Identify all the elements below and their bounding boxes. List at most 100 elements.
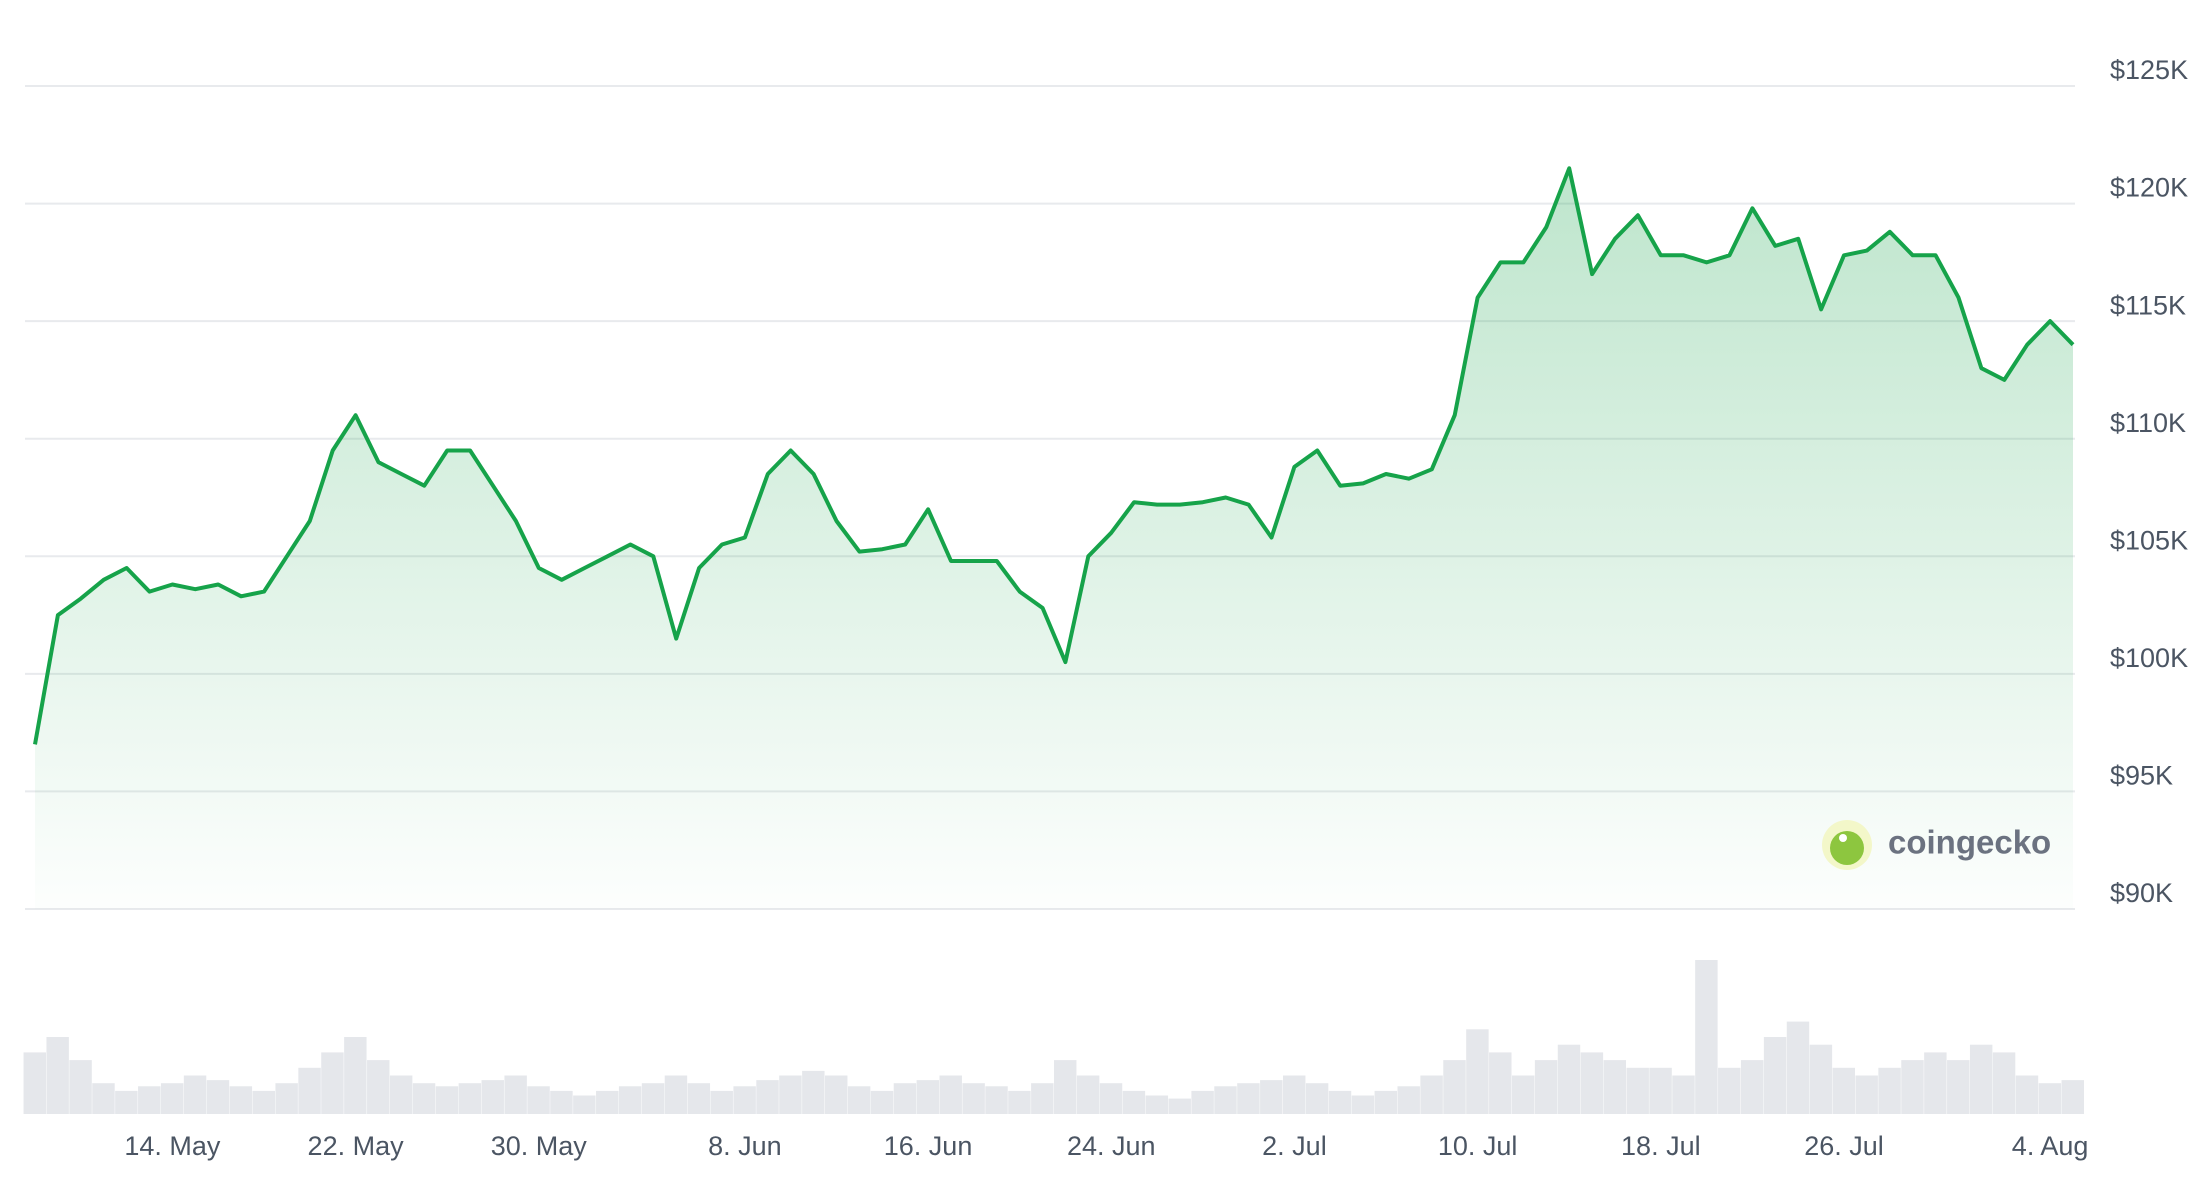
volume-bar (756, 1080, 779, 1114)
volume-bar (802, 1070, 825, 1114)
volume-bar (1672, 1075, 1695, 1114)
volume-bar (275, 1083, 298, 1114)
volume-bar (1305, 1083, 1329, 1114)
volume-bar (893, 1083, 917, 1114)
volume-bar (344, 1037, 367, 1114)
x-tick-label: 14. May (124, 1131, 221, 1161)
volume-bar (733, 1086, 756, 1114)
volume-bar (825, 1075, 848, 1114)
volume-bar (1695, 960, 1718, 1114)
x-tick-label: 22. May (308, 1131, 405, 1161)
volume-bar (1969, 1044, 1993, 1114)
volume-bar (1214, 1086, 1237, 1114)
volume-bar (2038, 1083, 2062, 1114)
y-tick-label: $105K (2110, 525, 2188, 555)
x-tick-label: 2. Jul (1262, 1131, 1327, 1161)
volume-bar (1557, 1044, 1581, 1114)
volume-bar (1580, 1052, 1604, 1114)
volume-bar (160, 1083, 184, 1114)
volume-bar (985, 1086, 1008, 1114)
volume-bar (1763, 1037, 1787, 1114)
volume-bar (1099, 1083, 1123, 1114)
volume-bar (1511, 1075, 1535, 1114)
y-tick-label: $120K (2110, 173, 2188, 203)
volume-bar (69, 1060, 92, 1114)
volume-bar (1191, 1090, 1214, 1114)
price-line (33, 166, 2075, 745)
volume-bar (550, 1090, 573, 1114)
volume-bar (1145, 1095, 1169, 1114)
volume-bar (92, 1083, 115, 1114)
volume-bar (1832, 1067, 1856, 1114)
volume-bar (206, 1080, 230, 1114)
volume-bar (664, 1075, 688, 1114)
volume-bar (870, 1090, 894, 1114)
volume-bar (1397, 1086, 1420, 1114)
volume-bar (367, 1060, 390, 1114)
volume-bar (1076, 1075, 1100, 1114)
volume-bar (710, 1090, 733, 1114)
volume-bar (1809, 1044, 1833, 1114)
volume-bar (1351, 1095, 1375, 1114)
volume-bar (939, 1075, 962, 1114)
volume-bar (1534, 1060, 1558, 1114)
volume-bar (573, 1095, 596, 1114)
volume-bar (1718, 1067, 1741, 1114)
volume-bar (1031, 1083, 1054, 1114)
plot: $90K $95K $100K $105K $110K $115K $120K $125K 14… (23, 55, 2188, 1161)
volume-bar (1260, 1080, 1283, 1114)
volume-bar (916, 1080, 940, 1114)
y-tick-label: $100K (2110, 643, 2188, 673)
volume-bar (1740, 1060, 1764, 1114)
volume-bar (2061, 1080, 2084, 1114)
volume-bar (412, 1083, 436, 1114)
volume-bar (229, 1086, 253, 1114)
x-tick-label: 8. Jun (708, 1131, 782, 1161)
volume-bar (138, 1086, 161, 1114)
volume-bar (1168, 1098, 1191, 1114)
y-tick-label: $95K (2110, 761, 2173, 791)
volume-bar (2015, 1075, 2039, 1114)
logo-eye (1839, 834, 1847, 842)
x-tick-label: 4. Aug (2012, 1131, 2089, 1161)
volume-bar (1649, 1067, 1672, 1114)
volume-bar (1878, 1067, 1901, 1114)
x-tick-label: 16. Jun (884, 1131, 973, 1161)
volume-bar (1237, 1083, 1260, 1114)
volume-bar (46, 1037, 69, 1114)
volume-bar (687, 1083, 711, 1114)
volume-bar (1992, 1052, 2016, 1114)
y-tick-label: $125K (2110, 55, 2188, 85)
volume-bar (183, 1075, 207, 1114)
volume-bar (596, 1090, 619, 1114)
volume-bar (779, 1075, 802, 1114)
volume-bar (1626, 1067, 1649, 1114)
x-tick-label: 18. Jul (1621, 1131, 1701, 1161)
volume-bar (1328, 1090, 1352, 1114)
volume-bar (252, 1090, 275, 1114)
volume-bar (1008, 1090, 1031, 1114)
volume-bar (115, 1090, 138, 1114)
volume-bar (1924, 1052, 1947, 1114)
volume-bar (1855, 1075, 1878, 1114)
volume-bar (1374, 1090, 1398, 1114)
volume-bar (458, 1083, 482, 1114)
volume-bar (1443, 1060, 1466, 1114)
volume-bar (1122, 1090, 1146, 1114)
watermark-text: coingecko (1888, 824, 2051, 861)
volume-bar (527, 1086, 550, 1114)
y-tick-label: $90K (2110, 878, 2173, 908)
volume-bar (1901, 1060, 1924, 1114)
logo-body (1830, 831, 1864, 865)
volume-bar (321, 1052, 344, 1114)
x-tick-label: 10. Jul (1438, 1131, 1518, 1161)
volume-bar (641, 1083, 665, 1114)
volume-bar (1786, 1021, 1810, 1114)
volume-bar (618, 1086, 642, 1114)
volume-bar (847, 1086, 871, 1114)
volume-bar (481, 1080, 504, 1114)
price-area (35, 168, 2073, 910)
volume-bar (504, 1075, 527, 1114)
